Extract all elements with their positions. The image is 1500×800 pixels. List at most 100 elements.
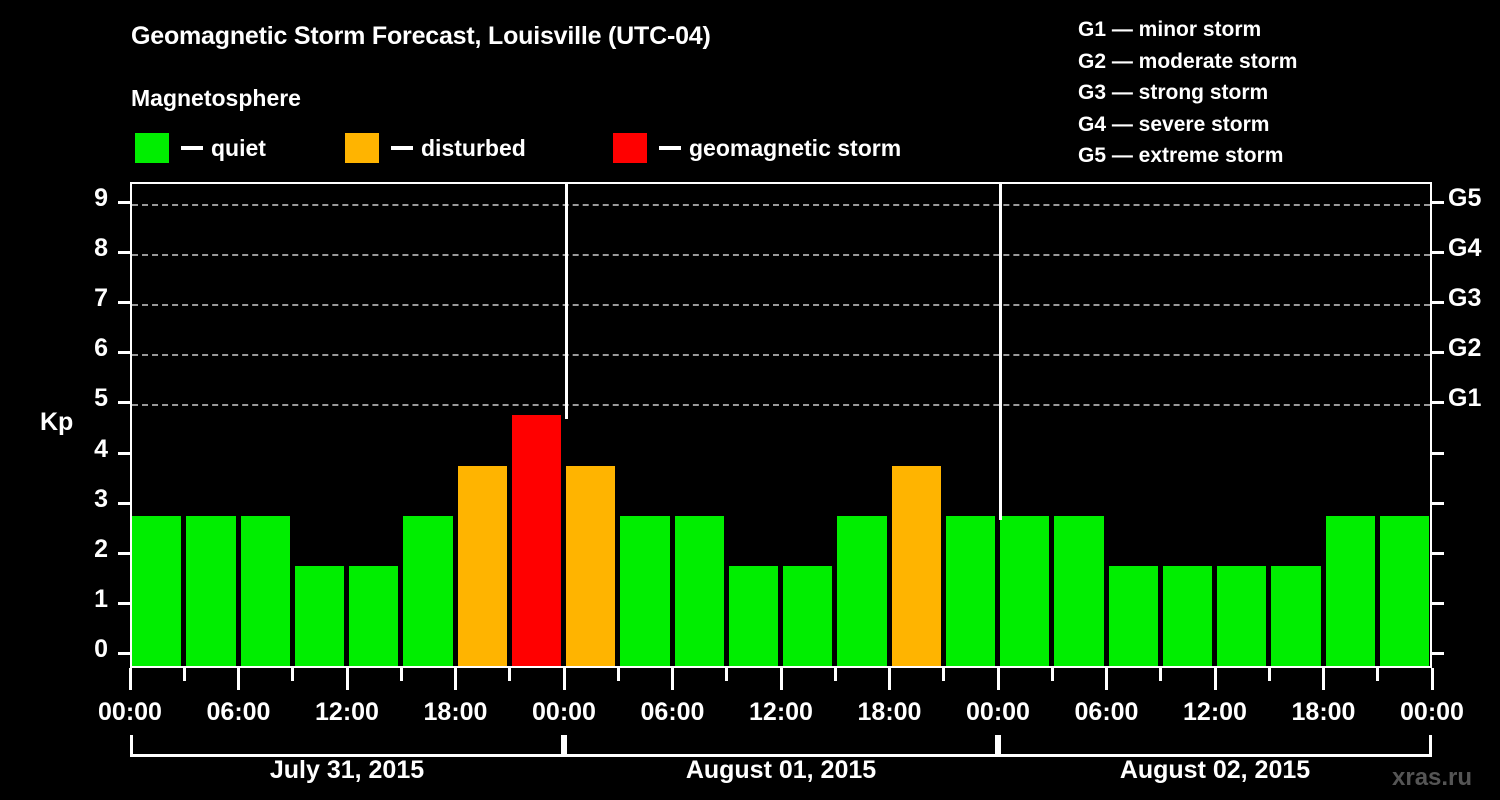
bar-kp bbox=[240, 515, 290, 666]
y-axis-tick bbox=[118, 301, 130, 305]
y-axis-tick-label: 5 bbox=[94, 384, 108, 413]
bar-kp bbox=[891, 465, 941, 666]
gridline bbox=[132, 404, 1430, 407]
magnetosphere-label: Magnetosphere bbox=[131, 85, 301, 111]
y-axis-tick bbox=[118, 201, 130, 204]
g-scale-legend: G1 — minor storm G2 — moderate storm G3 … bbox=[1078, 14, 1297, 172]
x-axis-tick bbox=[1159, 668, 1163, 681]
plot-inner bbox=[132, 184, 1430, 666]
x-axis-tick bbox=[888, 668, 891, 690]
g-axis-label: G4 bbox=[1448, 234, 1482, 263]
x-axis-tick bbox=[996, 668, 1000, 690]
bar-kp bbox=[1325, 515, 1375, 666]
legend-dash-icon bbox=[391, 146, 413, 150]
date-bracket bbox=[998, 735, 1432, 757]
date-label: July 31, 2015 bbox=[269, 756, 425, 784]
x-axis-tick bbox=[1322, 668, 1325, 690]
bar-kp bbox=[1271, 565, 1321, 666]
x-axis-tick bbox=[1105, 668, 1108, 690]
y-axis-tick bbox=[118, 351, 130, 355]
date-label: August 02, 2015 bbox=[1119, 756, 1311, 784]
x-axis-tick-label: 06:00 bbox=[1074, 698, 1139, 726]
x-axis-tick bbox=[508, 668, 512, 681]
bar-kp bbox=[349, 565, 399, 666]
x-axis-tick bbox=[291, 668, 295, 681]
x-axis-tick bbox=[1430, 668, 1434, 690]
x-axis-tick bbox=[725, 668, 729, 681]
g-scale-row: G4 — severe storm bbox=[1078, 112, 1270, 136]
x-axis-tick bbox=[1050, 668, 1054, 681]
x-axis-tick bbox=[616, 668, 620, 681]
day-separator bbox=[564, 184, 568, 420]
x-axis-tick bbox=[1267, 668, 1271, 681]
y-axis-tick bbox=[1432, 652, 1444, 655]
x-axis-tick bbox=[237, 668, 240, 690]
y-axis-tick-label: 8 bbox=[94, 234, 108, 263]
bar-kp bbox=[674, 515, 724, 666]
g-axis-label: G2 bbox=[1448, 334, 1482, 363]
g-axis-label: G5 bbox=[1448, 184, 1482, 212]
date-bracket bbox=[130, 735, 564, 757]
y-axis-tick bbox=[118, 501, 130, 505]
plot-area bbox=[130, 182, 1432, 668]
x-axis-tick bbox=[454, 668, 457, 690]
y-axis-tick-label: 7 bbox=[94, 284, 108, 313]
legend-item-storm: geomagnetic storm bbox=[613, 133, 901, 163]
bar-kp bbox=[1000, 515, 1050, 666]
y-axis-tick bbox=[1432, 351, 1444, 355]
x-axis-tick-label: 00:00 bbox=[966, 698, 1030, 726]
bar-kp bbox=[1217, 565, 1267, 666]
bar-kp bbox=[511, 415, 561, 666]
y-axis-tick-label: 2 bbox=[94, 534, 108, 563]
g-scale-row: G2 — moderate storm bbox=[1078, 49, 1298, 73]
legend-item-quiet: quiet bbox=[135, 133, 266, 163]
x-axis-tick bbox=[345, 668, 349, 690]
gridline bbox=[132, 254, 1430, 257]
y-axis-tick bbox=[118, 401, 130, 405]
bar-kp bbox=[132, 515, 182, 666]
y-axis-tick-label: 4 bbox=[94, 434, 108, 463]
x-axis-tick-label: 12:00 bbox=[315, 698, 379, 726]
x-axis-tick bbox=[128, 668, 132, 690]
g-scale-row: G1 — minor storm bbox=[1078, 18, 1262, 41]
y-axis-title: Kp bbox=[40, 408, 74, 436]
x-axis-tick-label: 00:00 bbox=[532, 698, 596, 726]
quiet-swatch-icon bbox=[135, 133, 169, 163]
page-title: Geomagnetic Storm Forecast, Louisville (… bbox=[131, 22, 711, 50]
bar-kp bbox=[620, 515, 670, 666]
gridline bbox=[132, 304, 1430, 307]
bar-kp bbox=[294, 565, 344, 666]
y-axis-tick bbox=[118, 601, 130, 605]
x-axis-tick-label: 12:00 bbox=[1183, 698, 1247, 726]
g-axis-label: G3 bbox=[1448, 284, 1482, 313]
y-axis-tick-label: 1 bbox=[94, 584, 108, 613]
y-axis-tick bbox=[1432, 451, 1444, 455]
bar-kp bbox=[457, 465, 507, 666]
gridline bbox=[132, 204, 1430, 206]
y-axis-tick bbox=[118, 251, 130, 255]
bar-kp bbox=[186, 515, 236, 666]
g-axis-label: G1 bbox=[1448, 384, 1482, 413]
bar-kp bbox=[1054, 515, 1104, 666]
y-axis-tick-label: 3 bbox=[94, 484, 108, 513]
bar-kp bbox=[566, 465, 616, 666]
legend-dash-icon bbox=[181, 146, 203, 150]
y-axis-tick bbox=[118, 451, 130, 455]
x-axis-tick-label: 18:00 bbox=[423, 698, 488, 726]
x-axis-tick bbox=[833, 668, 837, 681]
bar-kp bbox=[945, 515, 995, 666]
x-axis-tick bbox=[671, 668, 674, 690]
legend-label-quiet: quiet bbox=[211, 134, 266, 161]
legend-label-disturbed: disturbed bbox=[421, 134, 526, 161]
day-separator bbox=[998, 184, 1002, 520]
x-axis-tick bbox=[182, 668, 186, 681]
y-axis-tick bbox=[118, 551, 130, 555]
y-axis-tick bbox=[1432, 201, 1444, 204]
bar-kp bbox=[837, 515, 887, 666]
date-bracket bbox=[564, 735, 998, 757]
storm-swatch-icon bbox=[613, 133, 647, 163]
y-axis-tick bbox=[1432, 301, 1444, 305]
x-axis-tick bbox=[1213, 668, 1217, 690]
disturbed-swatch-icon bbox=[345, 133, 379, 163]
